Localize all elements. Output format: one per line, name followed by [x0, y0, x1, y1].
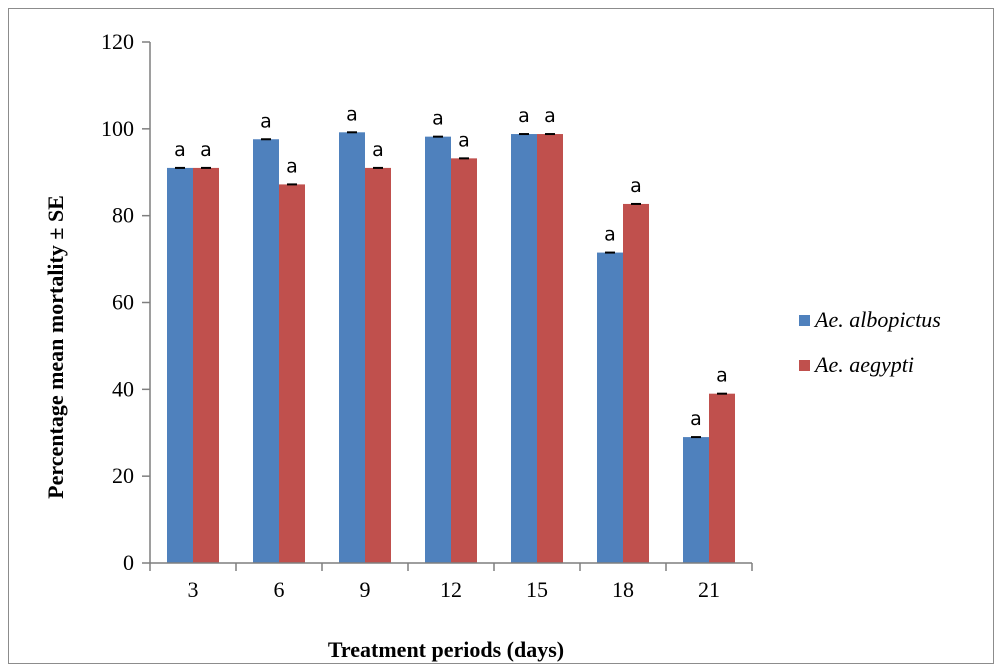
bar-albopictus-9: [339, 132, 365, 563]
bar-albopictus-6: [253, 139, 279, 563]
bar-aegypti-9: [365, 167, 391, 564]
bar-aegypti-12: [451, 158, 477, 563]
significance-label: a: [690, 408, 702, 430]
significance-label: a: [286, 155, 298, 177]
bar-aegypti-21: [709, 393, 735, 563]
y-axis-ticks: 0 20 40 60 80 100 120: [101, 29, 151, 575]
significance-label: a: [432, 108, 444, 130]
bar-albopictus-18: [597, 252, 623, 563]
x-tick-label: 3: [188, 577, 199, 602]
bar-albopictus-12: [425, 136, 451, 564]
bar-aegypti-18: [623, 203, 649, 564]
bar-aegypti-15: [537, 134, 563, 563]
significance-label: a: [518, 105, 530, 127]
legend-label-aegypti: Ae. aegypti: [813, 352, 914, 377]
bar-albopictus-21: [683, 437, 709, 563]
legend: Ae. albopictus Ae. aegypti: [799, 307, 941, 377]
significance-label: a: [716, 365, 728, 387]
significance-label: a: [458, 129, 470, 151]
x-axis-title: Treatment periods (days): [328, 637, 564, 662]
significance-label: a: [630, 175, 642, 197]
bar-albopictus-3: [167, 167, 193, 564]
significance-label: a: [200, 139, 212, 161]
legend-label-albopictus: Ae. albopictus: [813, 307, 941, 332]
x-tick-label: 12: [440, 577, 462, 602]
y-axis-title: Percentage mean mortality ± SE: [43, 195, 68, 499]
legend-swatch-albopictus: [799, 315, 810, 326]
x-tick-label: 6: [274, 577, 285, 602]
significance-label: a: [604, 224, 616, 246]
x-tick-label: 18: [612, 577, 634, 602]
bar-albopictus-15: [511, 134, 537, 563]
x-tick-label: 15: [526, 577, 548, 602]
x-axis-ticks: 3 6 9 12 15 18 21: [149, 562, 753, 602]
y-tick-label: 60: [112, 290, 134, 315]
bar-aegypti-6: [279, 184, 305, 563]
y-tick-label: 0: [123, 550, 134, 575]
y-tick-label: 100: [101, 116, 134, 141]
y-tick-label: 80: [112, 203, 134, 228]
significance-label: a: [544, 105, 556, 127]
y-tick-label: 120: [101, 29, 134, 54]
significance-label: a: [174, 139, 186, 161]
bar-aegypti-3: [193, 167, 219, 564]
significance-label: a: [346, 103, 358, 125]
y-tick-label: 40: [112, 376, 134, 401]
legend-swatch-aegypti: [799, 360, 810, 371]
significance-label: a: [260, 110, 272, 132]
x-tick-label: 21: [698, 577, 720, 602]
significance-label: a: [372, 139, 384, 161]
x-tick-label: 9: [360, 577, 371, 602]
y-tick-label: 20: [112, 463, 134, 488]
